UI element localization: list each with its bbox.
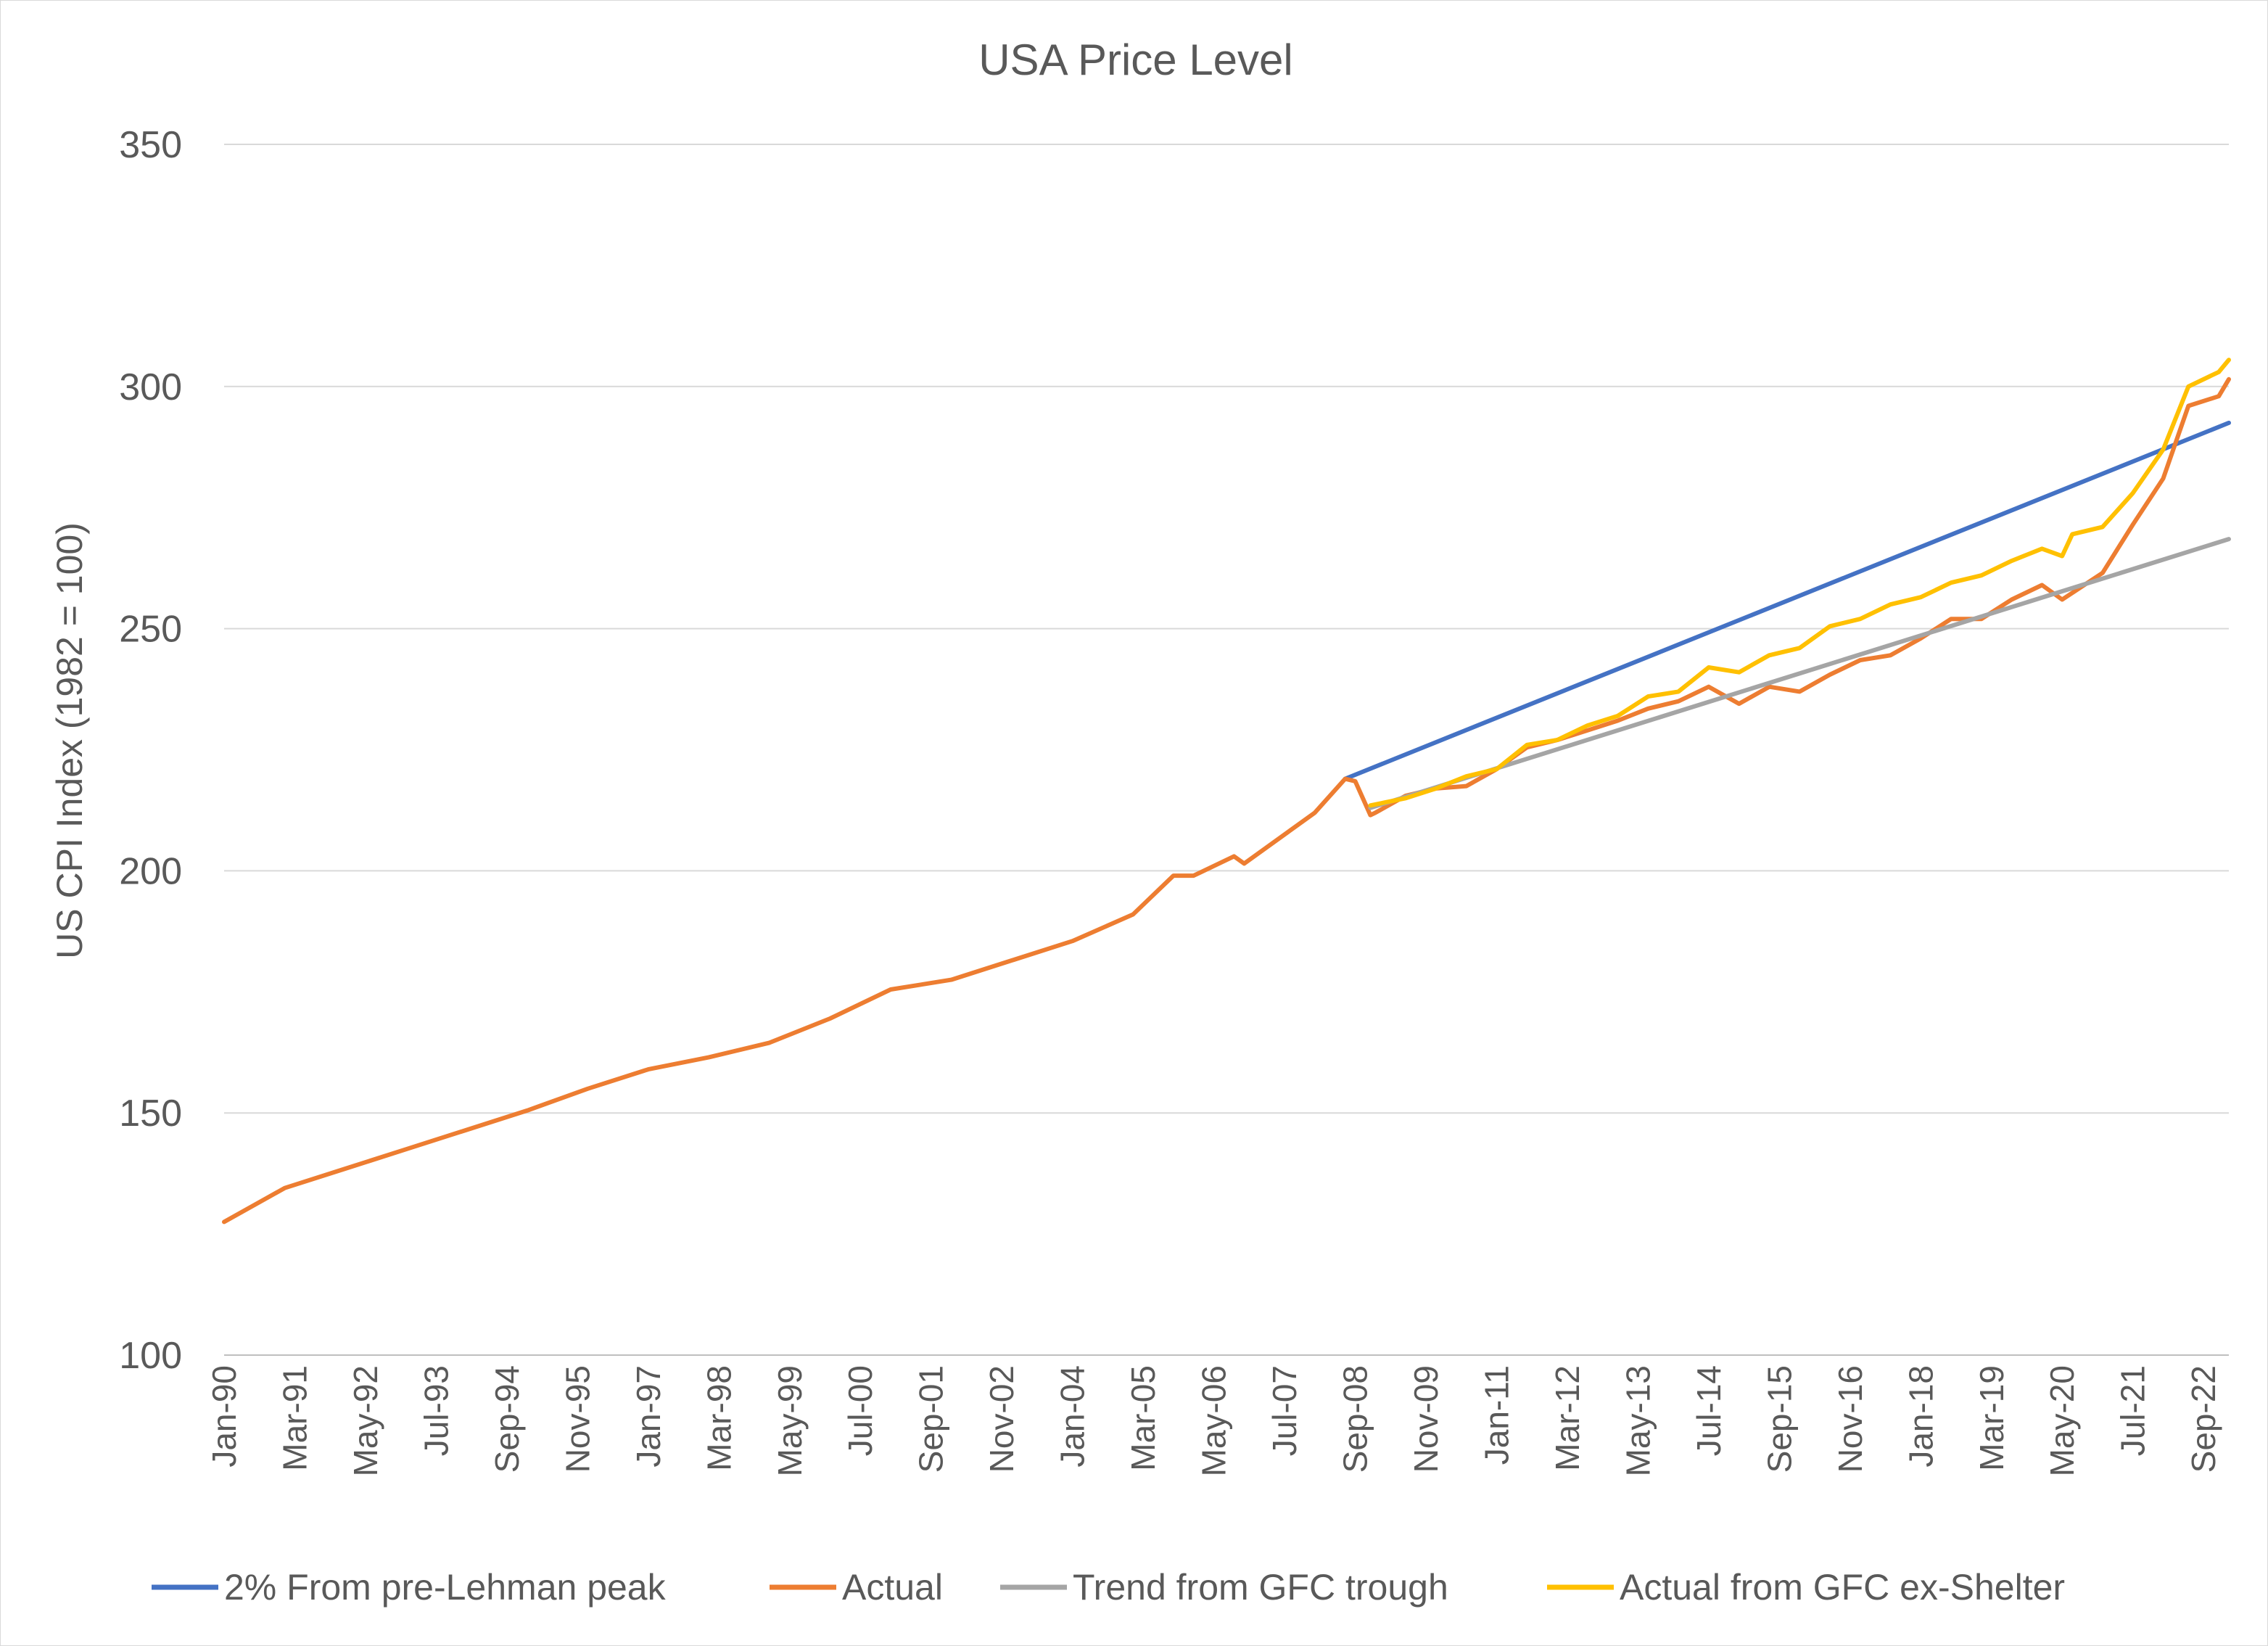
y-axis-label: US CPI Index (1982 = 100) bbox=[49, 522, 90, 959]
y-axis-ticks: 100 150 200 250 300 350 bbox=[119, 124, 182, 1377]
x-tick-label: Jan-97 bbox=[630, 1365, 667, 1468]
x-tick-label: May-92 bbox=[347, 1365, 384, 1476]
x-tick-label: Sep-94 bbox=[488, 1365, 526, 1473]
legend-label-2: Actual bbox=[842, 1567, 943, 1608]
x-tick-label: Nov-95 bbox=[558, 1365, 596, 1473]
x-tick-label: Jan-90 bbox=[205, 1365, 243, 1468]
x-tick-label: Jul-14 bbox=[1690, 1365, 1728, 1456]
x-tick-label: Mar-98 bbox=[700, 1365, 738, 1471]
x-tick-label: Jul-93 bbox=[417, 1365, 455, 1456]
gridlines bbox=[224, 144, 2229, 1114]
chart-title: USA Price Level bbox=[978, 36, 1293, 84]
series-line-2 bbox=[222, 376, 2231, 1225]
x-tick-label: Jul-21 bbox=[2114, 1365, 2152, 1456]
x-tick-label: May-13 bbox=[1619, 1365, 1657, 1476]
legend: 2% From pre-Lehman peak Actual Trend from … bbox=[152, 1567, 2065, 1608]
legend-label-1: 2% From pre-Lehman peak bbox=[224, 1567, 667, 1608]
y-tick-label: 250 bbox=[119, 609, 182, 651]
x-tick-label: May-99 bbox=[771, 1365, 809, 1476]
y-tick-label: 350 bbox=[119, 124, 182, 166]
series-lines bbox=[222, 358, 2231, 1225]
x-tick-label: Jul-07 bbox=[1266, 1365, 1303, 1456]
x-tick-label: Mar-19 bbox=[1973, 1365, 2011, 1471]
series-line-4 bbox=[1368, 358, 2231, 808]
series-line-3 bbox=[1368, 537, 2231, 810]
x-tick-label: Mar-05 bbox=[1124, 1365, 1162, 1471]
y-tick-label: 100 bbox=[119, 1335, 182, 1377]
y-tick-label: 300 bbox=[119, 366, 182, 408]
x-tick-label: May-20 bbox=[2043, 1365, 2081, 1476]
y-tick-label: 150 bbox=[119, 1092, 182, 1135]
x-tick-label: Mar-12 bbox=[1549, 1365, 1586, 1471]
x-tick-label: Jan-04 bbox=[1054, 1365, 1092, 1468]
legend-label-3: Trend from GFC trough bbox=[1073, 1567, 1448, 1608]
x-axis-ticks: Jan-90 Mar-91 May-92 Jul-93 Sep-94 Nov-95 Jan-… bbox=[205, 1365, 2222, 1476]
x-tick-label: Sep-22 bbox=[2185, 1365, 2222, 1473]
series-line-1 bbox=[1343, 420, 2231, 781]
x-tick-label: Sep-15 bbox=[1760, 1365, 1798, 1473]
x-tick-label: Sep-01 bbox=[912, 1365, 950, 1473]
x-tick-label: Jul-00 bbox=[841, 1365, 879, 1456]
x-tick-label: Jan-18 bbox=[1902, 1365, 1939, 1468]
x-tick-label: Nov-02 bbox=[983, 1365, 1020, 1473]
x-tick-label: Mar-91 bbox=[276, 1365, 313, 1471]
y-tick-label: 200 bbox=[119, 850, 182, 892]
x-tick-label: Jan-11 bbox=[1477, 1365, 1515, 1465]
x-tick-label: May-06 bbox=[1195, 1365, 1233, 1476]
x-tick-label: Nov-09 bbox=[1407, 1365, 1445, 1473]
legend-label-4: Actual from GFC ex-Shelter bbox=[1620, 1567, 2065, 1608]
x-tick-label: Sep-08 bbox=[1337, 1365, 1374, 1473]
x-tick-label: Nov-16 bbox=[1831, 1365, 1869, 1473]
